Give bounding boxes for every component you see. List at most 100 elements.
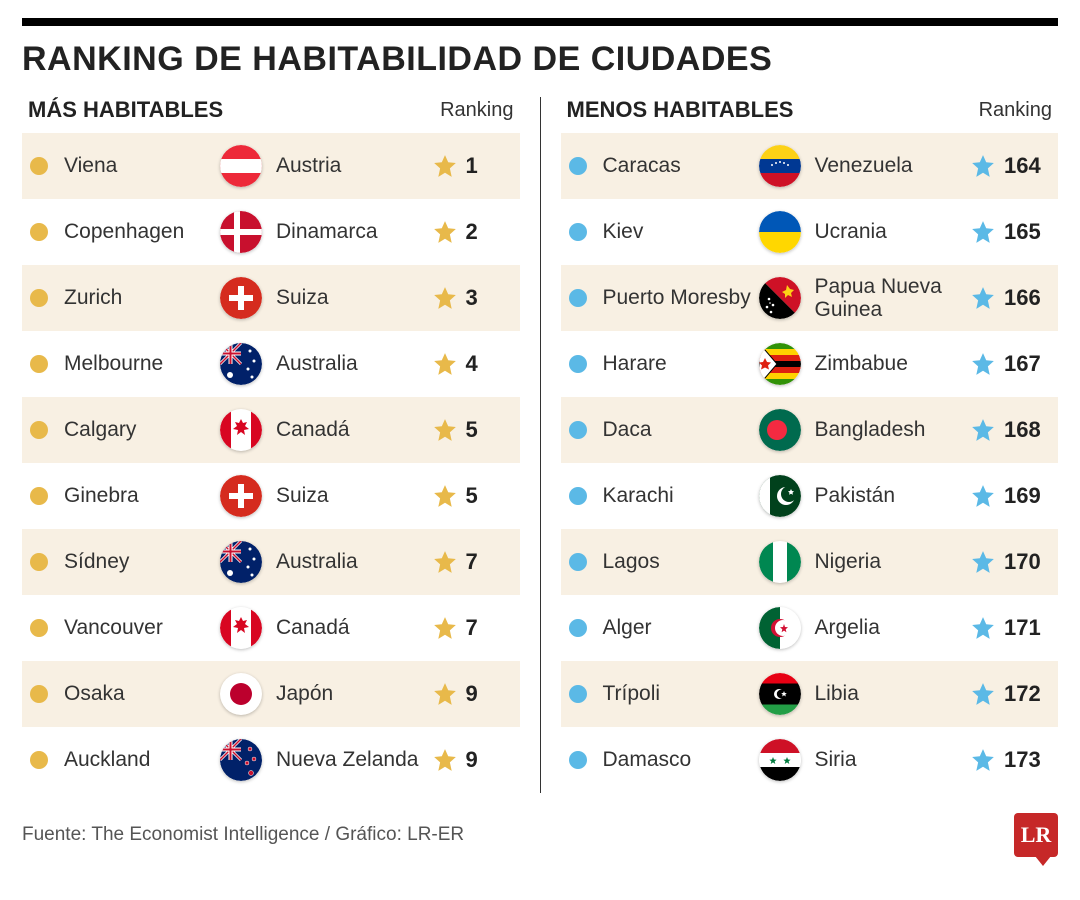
ranking-row: DacaBangladesh168 <box>561 397 1059 463</box>
country-name: Nigeria <box>815 550 971 573</box>
country-name: Venezuela <box>815 154 971 177</box>
ranking-row: DamascoSiria173 <box>561 727 1059 793</box>
city-name: Puerto Moresby <box>603 286 759 309</box>
flag-icon <box>220 607 262 649</box>
flag-icon <box>759 211 801 253</box>
bullet-icon <box>30 685 48 703</box>
ranking-row: TrípoliLibia172 <box>561 661 1059 727</box>
flag-icon <box>220 673 262 715</box>
country-name: Australia <box>276 352 432 375</box>
star-icon <box>432 549 458 575</box>
bullet-icon <box>30 157 48 175</box>
city-name: Viena <box>64 154 220 177</box>
top-border <box>22 18 1058 26</box>
rank-number: 7 <box>466 549 512 575</box>
rank-number: 3 <box>466 285 512 311</box>
bullet-icon <box>30 619 48 637</box>
ranking-row: SídneyAustralia7 <box>22 529 520 595</box>
star-icon <box>432 681 458 707</box>
most-header-label: MÁS HABITABLES <box>28 97 440 123</box>
rank-number: 167 <box>1004 351 1050 377</box>
city-name: Ginebra <box>64 484 220 507</box>
ranking-row: AucklandNueva Zelanda9 <box>22 727 520 793</box>
city-name: Damasco <box>603 748 759 771</box>
source-text: Fuente: The Economist Intelligence / Grá… <box>22 824 464 846</box>
flag-icon <box>759 409 801 451</box>
flag-icon <box>759 343 801 385</box>
flag-icon <box>220 409 262 451</box>
star-icon <box>970 417 996 443</box>
bullet-icon <box>569 553 587 571</box>
bullet-icon <box>569 289 587 307</box>
flag-icon <box>759 541 801 583</box>
flag-icon <box>220 475 262 517</box>
city-name: Caracas <box>603 154 759 177</box>
star-icon <box>432 615 458 641</box>
country-name: Papua Nueva Guinea <box>815 275 971 321</box>
ranking-row: Osaka Japón 9 <box>22 661 520 727</box>
ranking-row: LagosNigeria170 <box>561 529 1059 595</box>
country-name: Canadá <box>276 616 432 639</box>
flag-icon <box>220 211 262 253</box>
star-icon <box>970 681 996 707</box>
least-header-label: MENOS HABITABLES <box>567 97 979 123</box>
page-title: RANKING DE HABITABILIDAD DE CIUDADES <box>22 40 1058 79</box>
flag-icon <box>220 145 262 187</box>
bullet-icon <box>569 619 587 637</box>
least-livable-column: MENOS HABITABLES Ranking Caracas Venezuel… <box>561 97 1059 793</box>
rank-number: 1 <box>466 153 512 179</box>
city-name: Vancouver <box>64 616 220 639</box>
rank-number: 9 <box>466 747 512 773</box>
bullet-icon <box>30 751 48 769</box>
bullet-icon <box>30 223 48 241</box>
ranking-row: CopenhagenDinamarca2 <box>22 199 520 265</box>
city-name: Auckland <box>64 748 220 771</box>
ranking-row: AlgerArgelia171 <box>561 595 1059 661</box>
flag-icon <box>220 277 262 319</box>
most-header-row: MÁS HABITABLES Ranking <box>22 97 520 123</box>
flag-icon <box>220 541 262 583</box>
bullet-icon <box>569 223 587 241</box>
ranking-row: GinebraSuiza5 <box>22 463 520 529</box>
bullet-icon <box>569 685 587 703</box>
ranking-row: HarareZimbabue167 <box>561 331 1059 397</box>
star-icon <box>432 285 458 311</box>
bullet-icon <box>30 421 48 439</box>
country-name: Japón <box>276 682 432 705</box>
flag-icon <box>759 475 801 517</box>
star-icon <box>970 351 996 377</box>
bullet-icon <box>569 355 587 373</box>
country-name: Australia <box>276 550 432 573</box>
country-name: Austria <box>276 154 432 177</box>
star-icon <box>970 615 996 641</box>
ranking-row: VancouverCanadá7 <box>22 595 520 661</box>
city-name: Osaka <box>64 682 220 705</box>
country-name: Zimbabue <box>815 352 971 375</box>
star-icon <box>970 483 996 509</box>
country-name: Pakistán <box>815 484 971 507</box>
column-divider <box>540 97 541 793</box>
least-header-rank: Ranking <box>979 99 1052 122</box>
rank-number: 9 <box>466 681 512 707</box>
ranking-row: KarachiPakistán169 <box>561 463 1059 529</box>
city-name: Zurich <box>64 286 220 309</box>
least-rows: CaracasVenezuela164KievUcrania165Puerto … <box>561 133 1059 793</box>
flag-icon <box>759 673 801 715</box>
star-icon <box>432 351 458 377</box>
footer: Fuente: The Economist Intelligence / Grá… <box>22 813 1058 857</box>
flag-icon <box>759 607 801 649</box>
city-name: Karachi <box>603 484 759 507</box>
rank-number: 166 <box>1004 285 1050 311</box>
rank-number: 2 <box>466 219 512 245</box>
country-name: Siria <box>815 748 971 771</box>
bullet-icon <box>569 157 587 175</box>
rank-number: 164 <box>1004 153 1050 179</box>
flag-icon <box>759 277 801 319</box>
star-icon <box>432 747 458 773</box>
country-name: Suiza <box>276 484 432 507</box>
flag-icon <box>220 739 262 781</box>
star-icon <box>970 549 996 575</box>
bullet-icon <box>30 355 48 373</box>
bullet-icon <box>569 421 587 439</box>
rank-number: 172 <box>1004 681 1050 707</box>
